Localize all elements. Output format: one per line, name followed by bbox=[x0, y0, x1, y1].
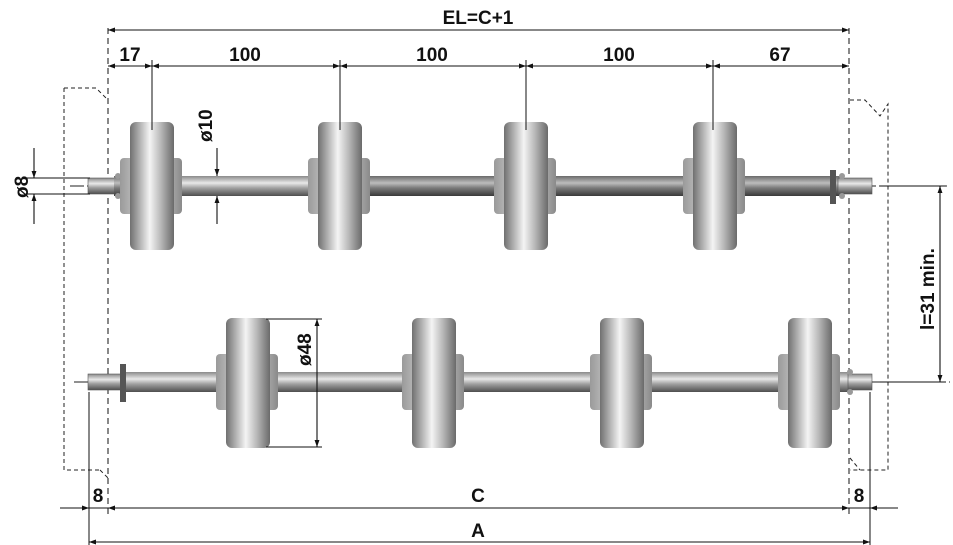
dim-end-dia: ø8 bbox=[12, 148, 90, 224]
right-frame bbox=[849, 99, 889, 471]
label-seg3: 100 bbox=[416, 45, 448, 66]
label-seg2: 100 bbox=[229, 45, 261, 66]
label-end-dia: ø8 bbox=[12, 176, 33, 198]
left-frame bbox=[63, 87, 109, 479]
bottom-roller-3 bbox=[590, 318, 652, 448]
label-el: EL=C+1 bbox=[443, 8, 514, 29]
label-c: C bbox=[471, 486, 485, 507]
dim-el: EL=C+1 bbox=[108, 8, 849, 33]
label-left-margin: 8 bbox=[93, 486, 104, 507]
top-roller-1 bbox=[120, 122, 182, 250]
bottom-roller-1 bbox=[216, 318, 278, 448]
top-roller-4 bbox=[683, 122, 745, 250]
label-shaft-dia: ø10 bbox=[196, 109, 217, 142]
bottom-roller-4 bbox=[778, 318, 840, 448]
bottom-roller-2 bbox=[402, 318, 464, 448]
dim-bottom-row: 8 C 8 bbox=[60, 486, 898, 511]
dim-shaft-dia: ø10 bbox=[196, 109, 220, 224]
dim-min-dist: l=31 min. bbox=[880, 185, 946, 383]
dim-a: A bbox=[89, 521, 870, 545]
top-roller-3 bbox=[494, 122, 556, 250]
label-seg5: 67 bbox=[769, 45, 790, 66]
top-shaft bbox=[87, 170, 873, 204]
dim-segments: 17 100 100 100 67 bbox=[108, 45, 849, 130]
dim-roller-dia: ø48 bbox=[266, 318, 322, 448]
label-seg1: 17 bbox=[119, 45, 140, 66]
label-seg4: 100 bbox=[603, 45, 635, 66]
bottom-shaft bbox=[87, 364, 873, 402]
label-a: A bbox=[471, 521, 485, 542]
label-roller-dia: ø48 bbox=[295, 333, 316, 366]
label-min-dist: l=31 min. bbox=[918, 248, 939, 330]
top-roller-2 bbox=[308, 122, 370, 250]
label-right-margin: 8 bbox=[854, 486, 865, 507]
